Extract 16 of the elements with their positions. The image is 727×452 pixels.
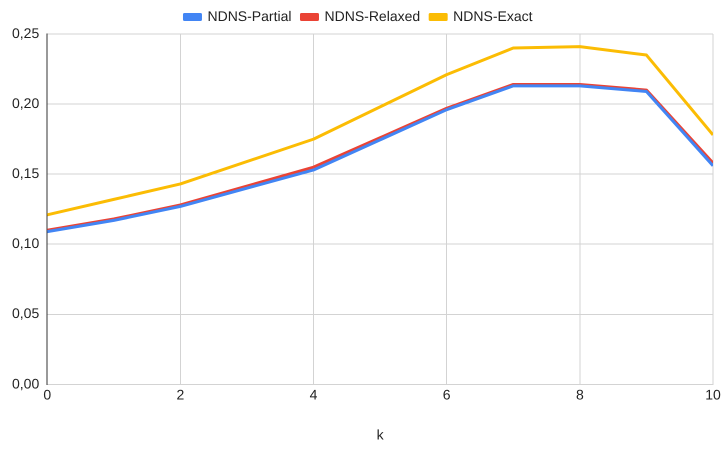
y-tick-label: 0,20 [12,94,40,111]
y-tick-label: 0,05 [12,305,40,322]
legend-label: NDNS-Partial [207,8,292,24]
x-axis-title: k [376,426,385,442]
legend-label: NDNS-Exact [453,8,533,24]
y-tick-label: 0,25 [12,24,40,41]
y-tick-label: 0,15 [12,165,40,182]
x-tick-label: 8 [576,386,584,403]
x-tick-label: 0 [43,386,52,403]
legend-label: NDNS-Relaxed [324,8,420,24]
y-tick-label: 0,10 [12,235,40,252]
x-tick-label: 10 [705,386,721,403]
y-tick-label: 0,00 [12,375,40,392]
x-tick-label: 4 [310,386,318,403]
x-tick-label: 6 [442,386,451,403]
x-tick-label: 2 [176,386,184,403]
